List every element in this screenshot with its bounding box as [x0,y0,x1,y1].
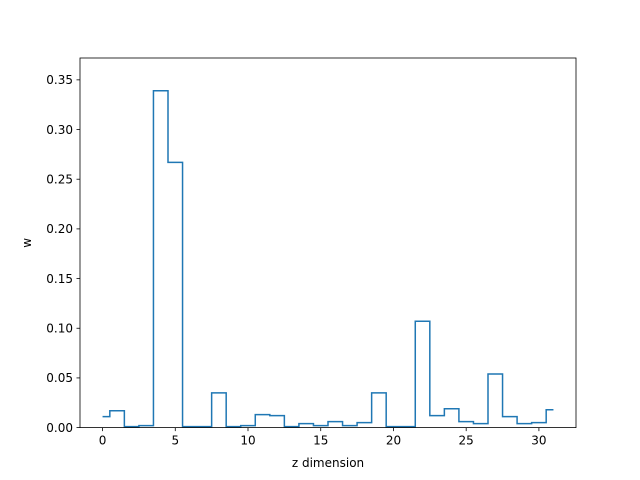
y-tick-label: 0.10 [46,322,73,336]
y-tick-label: 0.30 [46,123,73,137]
y-tick-label: 0.20 [46,222,73,236]
y-tick-label: 0.15 [46,272,73,286]
x-tick-label: 25 [459,434,474,448]
series-step-line [102,90,554,428]
x-tick-label: 5 [171,434,179,448]
y-tick-label: 0.25 [46,173,73,187]
x-tick-label: 0 [99,434,107,448]
x-axis-label: z dimension [292,456,364,470]
x-tick-label: 30 [531,434,546,448]
plot-frame [79,57,577,429]
y-tick-label: 0.35 [46,73,73,87]
y-tick-label: 0.05 [46,371,73,385]
x-axis-ticks: 0 5 10 15 20 25 30 [99,427,547,448]
y-axis-label: w [20,238,34,248]
x-tick-label: 15 [313,434,328,448]
y-axis-ticks: 0.00 0.05 0.10 0.15 0.20 0.25 0.30 0.35 [46,73,80,435]
plot-area [102,90,554,428]
x-tick-label: 20 [386,434,401,448]
x-tick-label: 10 [240,434,255,448]
y-tick-label: 0.00 [46,421,73,435]
